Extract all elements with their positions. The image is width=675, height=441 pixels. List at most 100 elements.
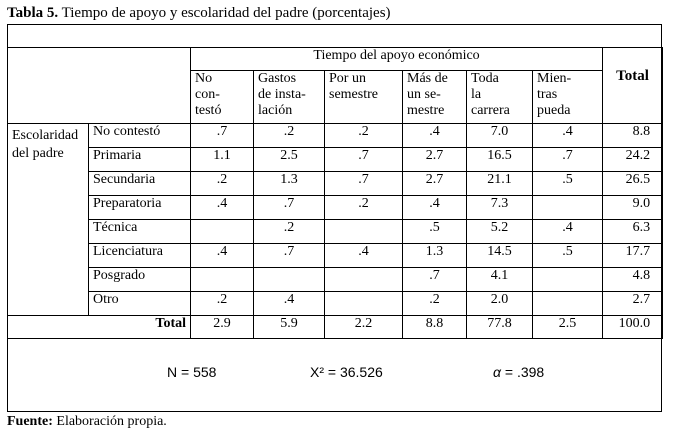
value-cell: .4 [402,123,467,148]
value-cell: .7 [253,243,325,268]
total-value-cell: 2.9 [190,315,254,339]
value-cell: 14.5 [466,243,533,268]
source-note: Fuente: Elaboración propia. [7,414,167,430]
corner-cell [7,47,191,124]
column-header-line: pueda [537,103,571,118]
row-label: Preparatoria [88,195,191,220]
row-label: Secundaria [88,171,191,196]
value-cell: .2 [402,291,467,316]
row-total-cell: 6.3 [602,219,664,244]
value-cell: .4 [531,123,604,148]
value-cell [531,291,604,316]
value-cell: .4 [190,243,254,268]
value-cell: .2 [253,123,325,148]
row-label: Licenciatura [88,243,191,268]
value-cell [324,267,403,292]
value-cell: .7 [402,267,467,292]
value-cell: .2 [190,291,254,316]
row-total-cell: 17.7 [602,243,664,268]
table-row: Secundaria .2 1.3.7 2.7 21.1.5 26.5 [8,171,664,196]
table-row: Primaria 1.1 2.5.7 2.7 16.5.7 24.2 [8,147,664,172]
value-cell [324,219,403,244]
row-total-cell: 26.5 [602,171,664,196]
column-header-line: de insta- [258,87,306,102]
table-row: Preparatoria .4.7.2.4 7.3 9.0 [8,195,664,220]
column-header-line: tras [537,87,558,102]
grand-total-cell: 100.0 [602,315,664,339]
value-cell: .7 [324,171,403,196]
caption-text: Tiempo de apoyo y escolaridad del padre … [58,5,391,21]
total-value-cell: 8.8 [402,315,467,339]
column-header-line: Gastos [258,71,297,86]
total-header: Total [602,47,664,124]
column-header-line: Por un [329,71,366,86]
column-header-line: No [195,71,213,86]
column-header-line: lación [258,103,293,118]
total-value-cell: 5.9 [253,315,325,339]
column-header: Gastos de insta-lación [253,70,325,124]
value-cell: 2.7 [402,171,467,196]
stat-alpha: α = .398 [493,364,544,380]
value-cell: .2 [324,123,403,148]
value-cell: 2.7 [402,147,467,172]
alpha-symbol: α [493,364,501,380]
group-header: Tiempo del apoyo económico [189,47,604,71]
value-cell [531,195,604,220]
table-row: Otro .2.4.2 2.0 2.7 [8,291,664,316]
value-cell [190,267,254,292]
value-cell: .4 [324,243,403,268]
source-text: Elaboración propia. [52,414,167,429]
total-value-cell: 77.8 [466,315,533,339]
value-cell [531,267,604,292]
value-cell: .4 [253,291,325,316]
value-cell: 5.2 [466,219,533,244]
row-label: No contestó [88,123,191,148]
value-cell: 1.3 [402,243,467,268]
total-row-label: Total [7,315,191,339]
column-header-line: la [471,87,482,102]
value-cell: .4 [531,219,604,244]
value-cell: .7 [190,123,254,148]
value-cell: .5 [531,171,604,196]
row-total-cell: 9.0 [602,195,664,220]
stat-n: N = 558 [167,364,217,380]
table-row: Posgrado .7 4.1 4.8 [8,267,664,292]
row-label: Primaria [88,147,191,172]
value-cell: 2.0 [466,291,533,316]
table-row: Técnica .2 .5 5.2.4 6.3 [8,219,664,244]
row-total-cell: 4.8 [602,267,664,292]
row-total-cell: 2.7 [602,291,664,316]
column-header: No con-testó [190,70,254,124]
value-cell: 1.3 [253,171,325,196]
value-cell: 2.5 [253,147,325,172]
value-cell: .4 [190,195,254,220]
value-cell [324,291,403,316]
data-table: Tiempo del apoyo económico Total No con-t… [7,47,664,339]
column-header-line: mestre [407,103,445,118]
value-cell: 1.1 [190,147,254,172]
table-caption: Tabla 5. Tiempo de apoyo y escolaridad d… [7,5,391,22]
value-cell: 16.5 [466,147,533,172]
value-cell: 7.3 [466,195,533,220]
value-cell: .7 [531,147,604,172]
value-cell: .5 [402,219,467,244]
column-header-line: semestre [329,87,378,102]
column-header-line: testó [195,103,222,118]
value-cell: .7 [253,195,325,220]
caption-label: Tabla 5. [7,5,59,21]
value-cell: .7 [324,147,403,172]
column-header: Por un semestre [324,70,403,124]
value-cell: .2 [324,195,403,220]
value-cell: 21.1 [466,171,533,196]
column-header: Más de un se-mestre [402,70,467,124]
value-cell: .2 [253,219,325,244]
column-header: Mien-tras pueda [531,70,604,124]
value-cell [190,219,254,244]
value-cell [253,267,325,292]
table-row: Escolaridad del padre No contestó .7.2.2.4… [7,123,664,316]
column-header-line: carrera [471,103,510,118]
row-group-label: Escolaridad del padre [7,123,89,316]
stat-chi: X² = 36.526 [310,364,383,380]
alpha-value: = .398 [500,364,545,380]
column-header-line: Mien- [537,71,572,86]
